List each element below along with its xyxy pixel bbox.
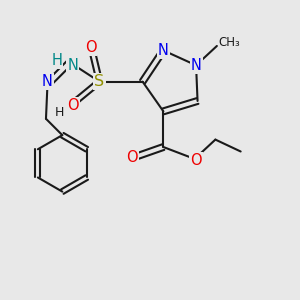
Text: N: N (158, 43, 169, 58)
Text: H: H (55, 106, 64, 119)
Text: O: O (190, 153, 202, 168)
Text: N: N (67, 58, 78, 73)
Text: N: N (42, 74, 53, 89)
Text: CH₃: CH₃ (218, 36, 240, 49)
Text: N: N (190, 58, 202, 73)
Text: O: O (85, 40, 96, 55)
Text: O: O (67, 98, 79, 113)
Text: O: O (126, 150, 138, 165)
Text: H: H (51, 53, 62, 68)
Text: S: S (94, 74, 104, 89)
